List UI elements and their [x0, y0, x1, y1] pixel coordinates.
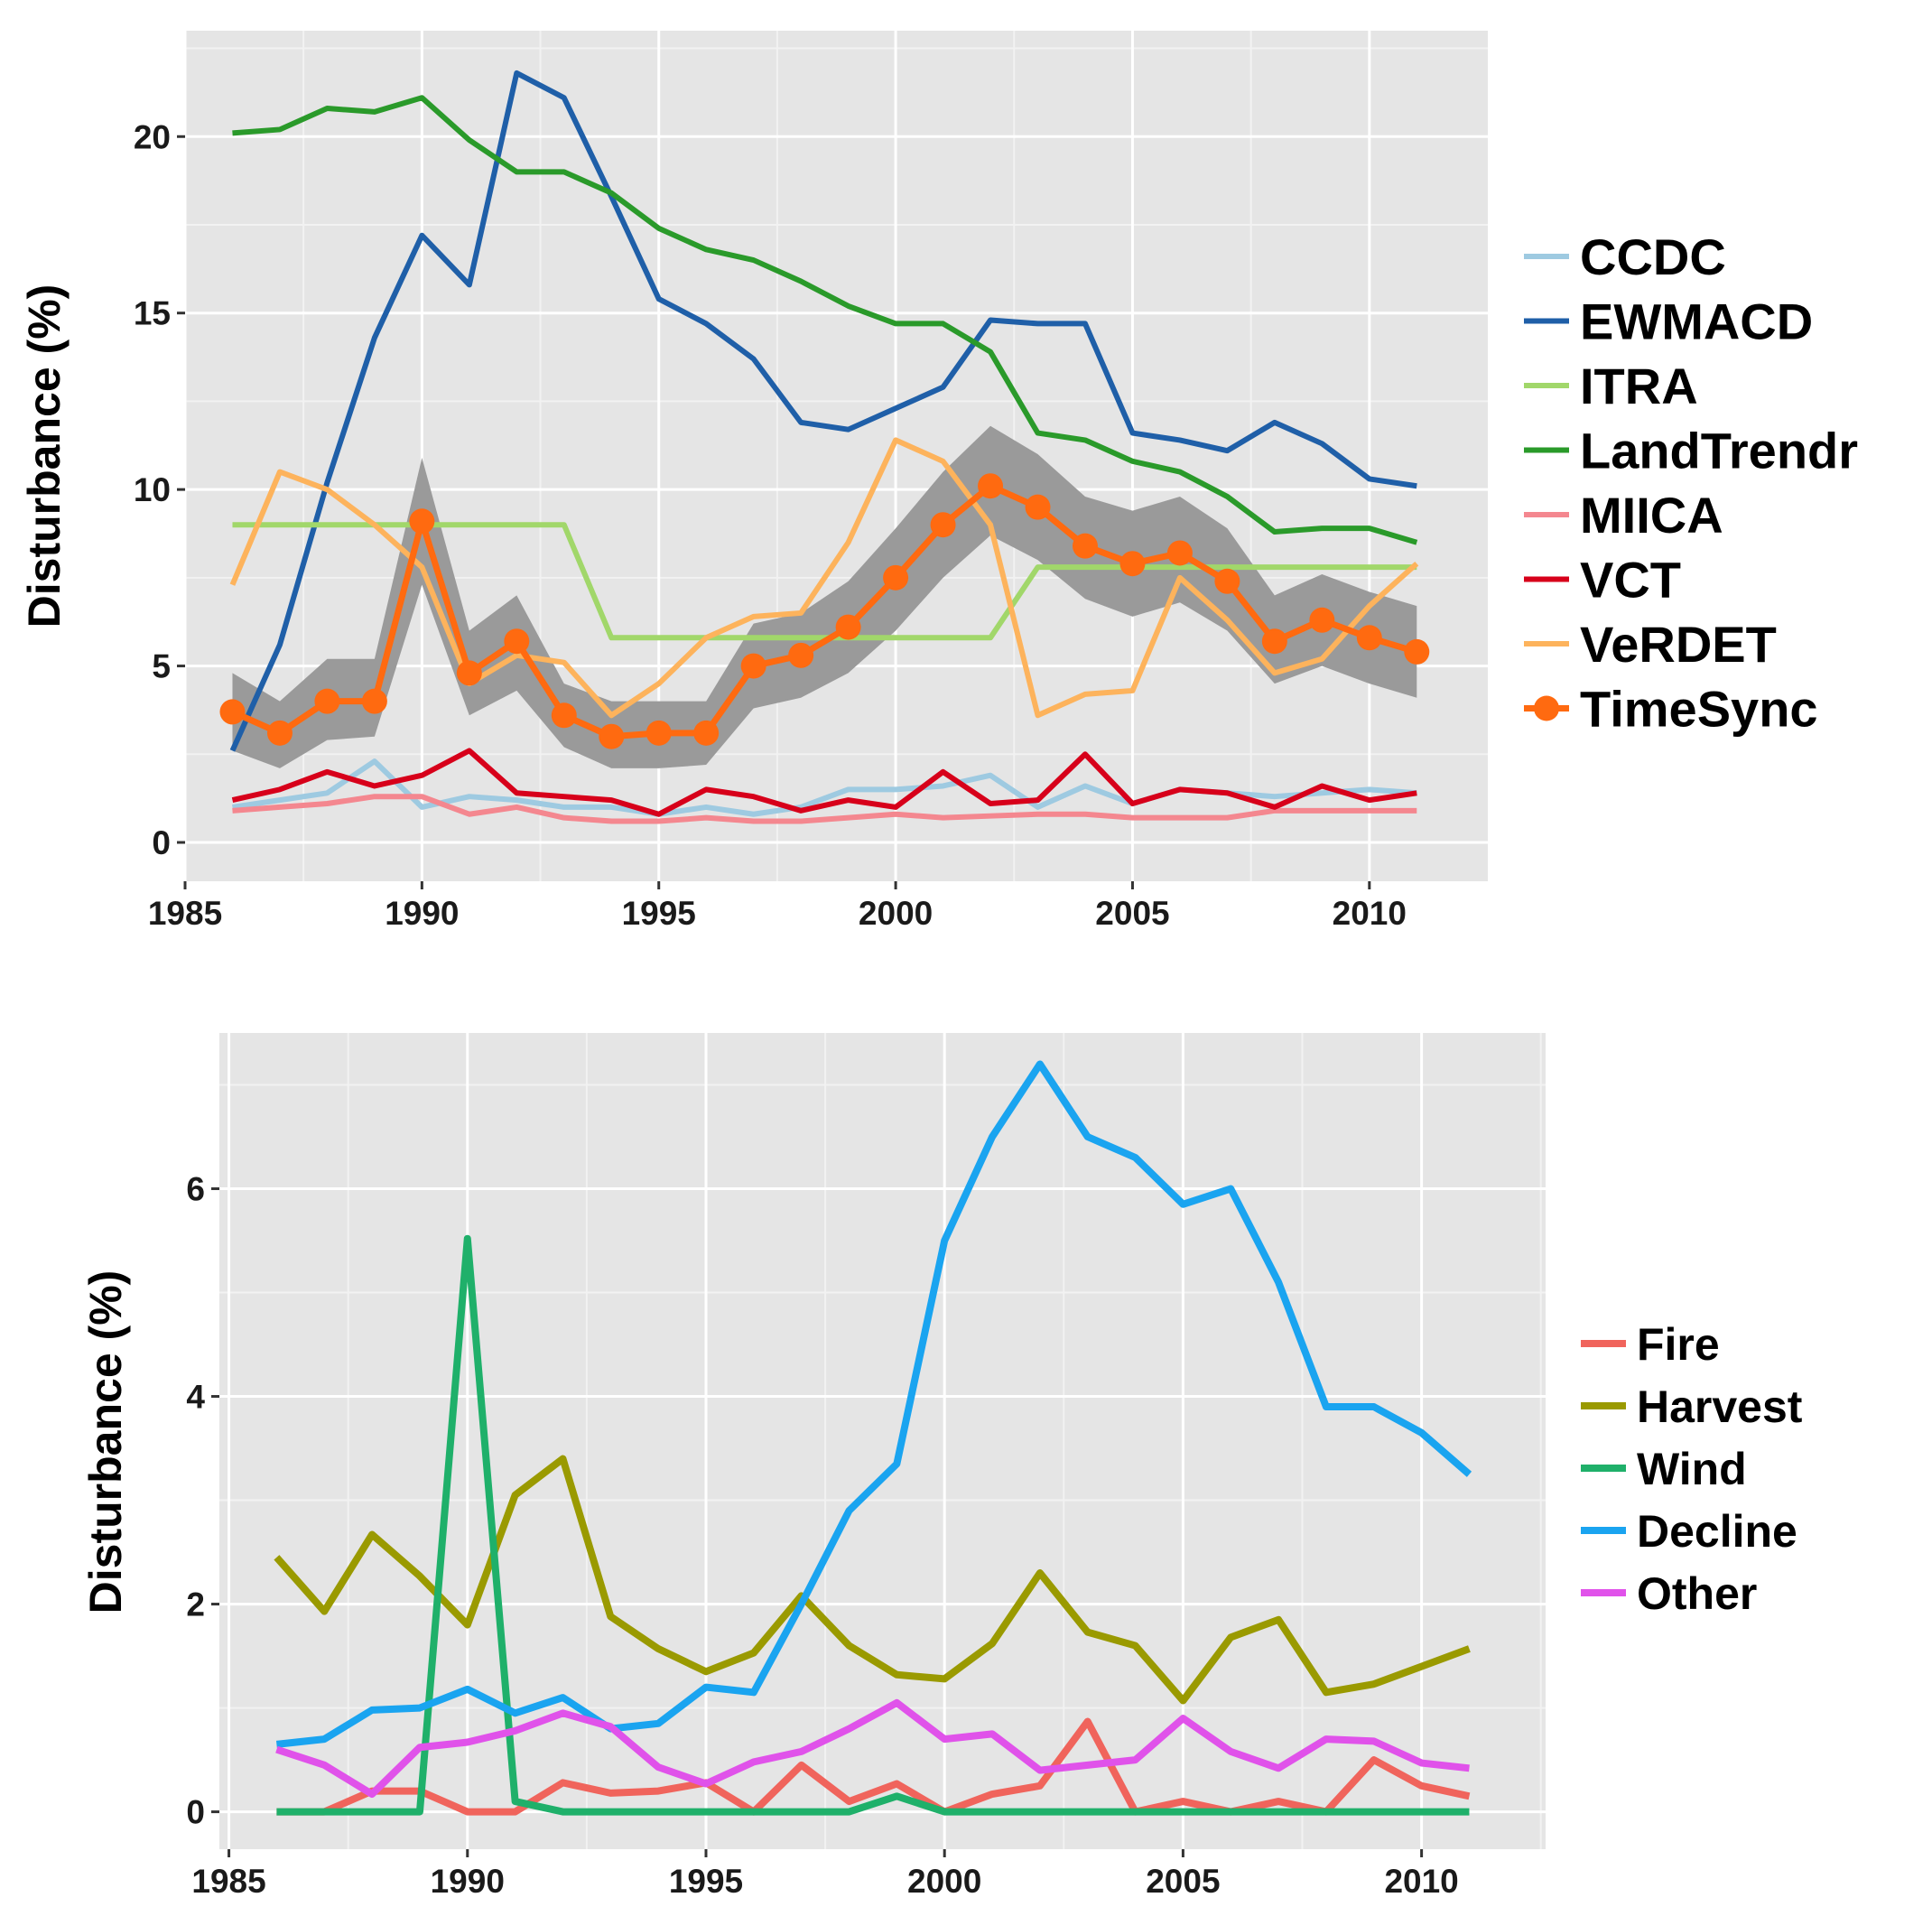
data-point-timesync [1356, 625, 1382, 651]
data-point-timesync [456, 660, 482, 686]
data-point-timesync [646, 720, 672, 746]
legend-label: VeRDET [1580, 616, 1777, 673]
data-point-timesync [978, 473, 1004, 499]
data-point-timesync [1309, 607, 1335, 633]
legend-item-decline: Decline [1581, 1506, 1797, 1557]
axis-ticks: 1985 1990 1995 2000 2005 2010 0 2 4 6 [186, 1171, 1458, 1900]
legend-label: EWMACD [1580, 293, 1813, 350]
x-tick-label: 1990 [385, 895, 459, 932]
legend-label: ITRA [1580, 358, 1698, 414]
legend-item-harvest: Harvest [1581, 1381, 1803, 1432]
confidence-band-timesync [232, 425, 1417, 768]
series-line-miica [232, 794, 1417, 824]
legend-marker [1534, 695, 1559, 721]
legend-item-landtrendr: LandTrendr [1524, 423, 1858, 479]
data-point-timesync [883, 564, 909, 591]
legend-item-other: Other [1581, 1568, 1757, 1619]
series-line-landtrendr [232, 95, 1418, 545]
data-point-timesync [693, 720, 720, 746]
legend-item-itra: ITRA [1524, 358, 1698, 414]
data-point-timesync [551, 702, 577, 729]
x-tick-label: 2000 [907, 1863, 981, 1900]
series-line-ewmacd [229, 70, 1417, 752]
legend-label: Other [1637, 1568, 1757, 1619]
data-point-timesync [314, 688, 340, 714]
series-line-decline [275, 1060, 1472, 1748]
plot-panel [219, 1033, 1546, 1849]
legend-item-wind: Wind [1581, 1444, 1747, 1494]
legend-item-miica: MIICA [1524, 487, 1723, 544]
legend: Fire Harvest Wind Decline Other [1581, 1319, 1803, 1619]
x-tick-label: 1995 [669, 1863, 743, 1900]
gridlines [183, 31, 1488, 881]
x-tick-label: 2010 [1333, 895, 1407, 932]
legend-label: Wind [1637, 1444, 1747, 1494]
y-axis-title: Disturbance (%) [80, 1270, 131, 1614]
data-point-timesync [930, 512, 956, 538]
legend-label: VCT [1580, 552, 1681, 609]
data-point-timesync [1072, 533, 1098, 559]
data-point-timesync [1261, 628, 1287, 655]
y-tick-label: 2 [186, 1586, 205, 1623]
data-point-timesync [835, 614, 861, 640]
y-tick-label: 20 [134, 118, 171, 155]
data-point-timesync [1404, 638, 1430, 665]
chart-disturbance-agents: 1985 1990 1995 2000 2005 2010 0 2 4 6 Disturbance… [80, 1033, 1803, 1900]
series-line-verdet [229, 437, 1419, 719]
x-tick-label: 2005 [1095, 895, 1169, 932]
chart-detection-methods: 1985 1990 1995 2000 2005 2010 0 5 10 15 20 Disturb… [19, 31, 1858, 932]
x-tick-label: 1985 [191, 1863, 265, 1900]
data-point-timesync [599, 723, 625, 749]
x-tick-label: 1995 [622, 895, 696, 932]
legend-label: Decline [1637, 1506, 1797, 1557]
x-tick-label: 1985 [148, 895, 222, 932]
y-tick-label: 15 [134, 295, 171, 332]
x-tick-label: 2010 [1384, 1863, 1458, 1900]
legend-item-verdet: VeRDET [1524, 616, 1777, 673]
data-point-timesync [266, 720, 293, 746]
legend-item-ccdc: CCDC [1524, 228, 1726, 285]
legend-label: Fire [1637, 1319, 1720, 1370]
legend-item-vct: VCT [1524, 552, 1681, 609]
data-point-timesync [1166, 540, 1193, 566]
y-tick-label: 0 [186, 1794, 205, 1831]
y-tick-label: 6 [186, 1171, 205, 1208]
data-point-timesync [219, 699, 246, 725]
data-point-timesync [740, 653, 766, 679]
series-line-other [275, 1698, 1470, 1799]
legend-label: CCDC [1580, 228, 1726, 285]
legend-label: TimeSync [1580, 681, 1818, 738]
legend-label: LandTrendr [1580, 423, 1858, 479]
axis-ticks: 1985 1990 1995 2000 2005 2010 0 5 10 15 20 [134, 118, 1407, 932]
legend: CCDC EWMACD ITRA LandTrendr MIICA VCT VeRDET Ti… [1524, 228, 1858, 738]
legend-item-ewmacd: EWMACD [1524, 293, 1813, 350]
y-tick-label: 10 [134, 471, 171, 508]
series-line-wind [276, 1234, 1470, 1816]
y-axis-title: Disturbance (%) [19, 284, 70, 628]
data-point-timesync [1025, 494, 1051, 520]
data-point-timesync [1119, 551, 1146, 577]
y-tick-label: 0 [152, 824, 171, 861]
legend-label: Harvest [1637, 1381, 1803, 1432]
x-tick-label: 2000 [859, 895, 933, 932]
data-point-timesync [361, 688, 387, 714]
series-line-harvest [274, 1455, 1471, 1705]
legend-label: MIICA [1580, 487, 1723, 544]
data-point-timesync [504, 628, 530, 655]
y-tick-label: 4 [186, 1379, 205, 1416]
data-point-timesync [409, 508, 435, 535]
legend-item-fire: Fire [1581, 1319, 1720, 1370]
y-tick-label: 5 [152, 648, 171, 685]
data-point-timesync [1214, 568, 1240, 594]
legend-item-timesync: TimeSync [1524, 681, 1818, 738]
data-point-timesync [788, 642, 814, 668]
x-tick-label: 1990 [431, 1863, 505, 1900]
series-lines [274, 1060, 1472, 1816]
x-tick-label: 2005 [1146, 1863, 1220, 1900]
plot-panel [185, 31, 1488, 881]
series-lines [219, 70, 1430, 824]
series-line-vct [231, 748, 1417, 817]
series-line-fire [276, 1717, 1471, 1816]
